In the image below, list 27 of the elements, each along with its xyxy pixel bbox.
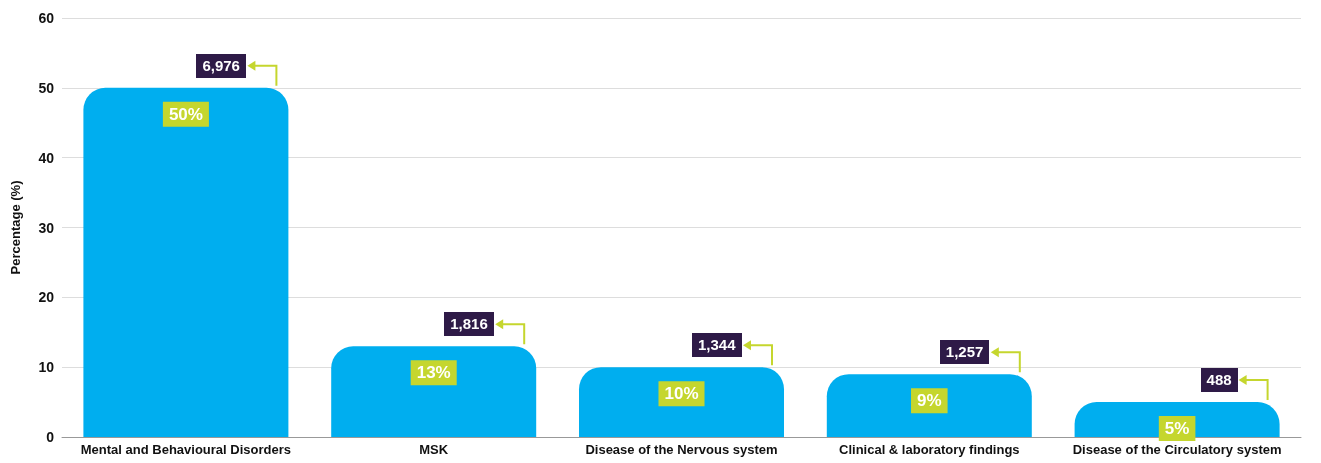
annotation: 488 <box>1200 368 1238 393</box>
y-tick-label: 60 <box>38 10 55 26</box>
data-label: 5% <box>1164 419 1190 439</box>
x-tick-label: Mental and Behavioural Disorders <box>80 442 292 457</box>
annotation: 1,816 <box>444 312 494 337</box>
x-tick-label: Clinical & laboratory findings <box>839 442 1020 457</box>
y-tick-label: 50 <box>38 79 55 96</box>
bar <box>826 374 1032 437</box>
data-label: 13% <box>416 363 451 383</box>
y-tick-label: 10 <box>38 359 55 376</box>
y-tick-label: 30 <box>38 219 55 236</box>
x-tick-label: Disease of the Circulatory system <box>1072 442 1282 457</box>
data-label: 10% <box>664 384 699 404</box>
y-tick-label: 40 <box>38 149 55 166</box>
x-tick-label: MSK <box>419 442 449 457</box>
y-tick-label: 0 <box>46 429 55 445</box>
bar <box>579 367 784 437</box>
annotation: 1,257 <box>939 340 990 365</box>
data-label: 50% <box>168 104 203 124</box>
data-label: 9% <box>917 391 942 411</box>
annotation: 6,976 <box>196 53 246 78</box>
bar <box>331 346 537 437</box>
bar <box>83 87 289 437</box>
x-tick-label: Disease of the Nervous system <box>585 442 778 457</box>
annotation: 1,344 <box>692 333 742 358</box>
y-axis-title: Percentage (%) <box>8 180 23 275</box>
y-tick-label: 20 <box>38 289 55 306</box>
